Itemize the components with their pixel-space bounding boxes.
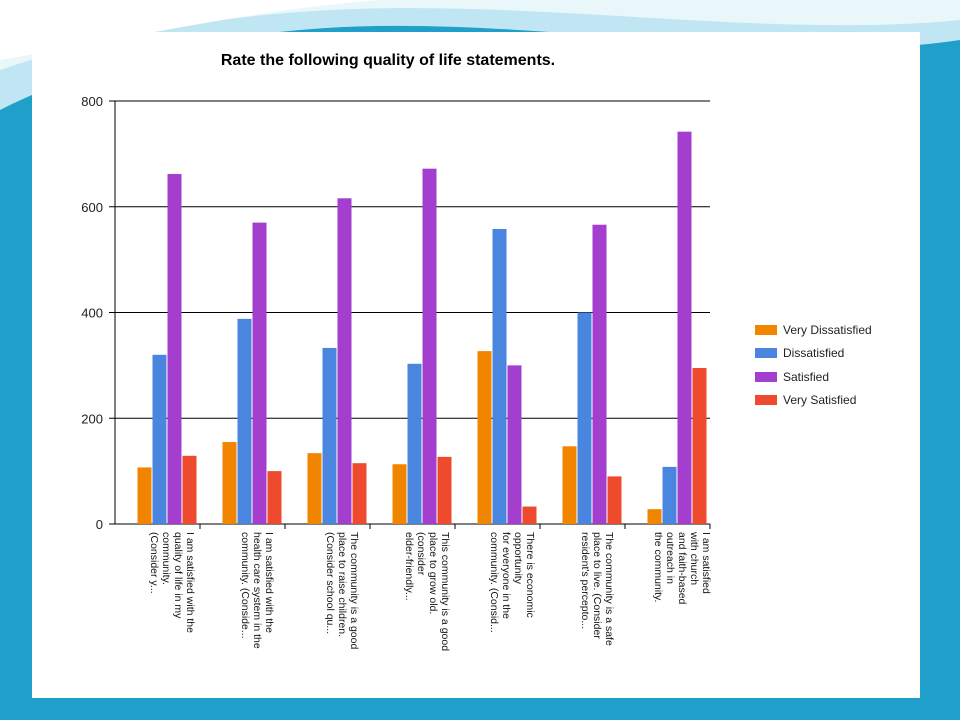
legend-item: Very Satisfied [755, 389, 872, 413]
bar [677, 131, 692, 525]
bar [522, 506, 537, 524]
x-category-line: outreach in [663, 532, 676, 584]
x-category-line: health care system in the [250, 532, 263, 649]
bar [422, 168, 437, 524]
chart-title: Rate the following quality of life state… [220, 52, 556, 69]
bar [662, 466, 677, 524]
bar [137, 467, 152, 524]
x-category-label: I am satisfied with the quality of life i… [148, 532, 196, 682]
bar [647, 509, 662, 524]
x-category-line: The community is a safe [602, 532, 615, 646]
x-category-line: community. [159, 532, 172, 585]
x-category-line: opportunity [511, 532, 524, 584]
x-category-label: The community is a safe place to live. (C… [579, 532, 615, 682]
bar [692, 368, 707, 524]
x-category-line: resident's percepto... [578, 532, 591, 630]
legend-swatch [755, 348, 777, 359]
x-category-line: I am satisfied [699, 532, 712, 594]
x-category-line: I am satisfied with the [262, 532, 275, 633]
bar [167, 173, 182, 524]
bar [337, 198, 352, 525]
legend-label: Very Satisfied [783, 393, 857, 408]
bar [222, 442, 237, 524]
x-category-line: This community is a good [438, 532, 451, 652]
x-category-label: There is economic opportunity for everyone… [488, 532, 536, 682]
bar [152, 354, 167, 524]
bar [562, 446, 577, 524]
bar [237, 318, 252, 524]
y-tick-label: 0 [96, 517, 103, 532]
x-category-line: with church [687, 532, 700, 586]
bar [252, 222, 267, 525]
legend: Very Dissatisfied Dissatisfied Satisfied Ve… [755, 318, 872, 412]
bar [407, 363, 422, 524]
bar [437, 456, 452, 524]
bar [477, 351, 492, 524]
x-category-label: I am satisfied with church and faith-based… [652, 532, 712, 682]
bar [492, 228, 507, 524]
bar [352, 463, 367, 524]
x-category-line: and faith-based [675, 532, 688, 605]
x-category-line: for everyone in the [499, 532, 512, 619]
y-tick-label: 200 [81, 411, 103, 426]
bar [507, 365, 522, 524]
x-category-line: the community. [651, 532, 664, 603]
x-category-line: elder-friendly... [402, 532, 415, 601]
y-tick-label: 800 [81, 94, 103, 109]
x-category-line: place to raise children. [335, 532, 348, 638]
legend-swatch [755, 324, 777, 335]
bar [267, 471, 282, 524]
bar [392, 464, 407, 524]
bar [307, 453, 322, 524]
x-category-line: (consider [414, 532, 427, 576]
bar [182, 455, 197, 524]
y-tick-label: 400 [81, 306, 103, 321]
legend-label: Very Dissatisfied [783, 322, 872, 337]
legend-swatch [755, 395, 777, 406]
x-category-label: The community is a good place to raise ch… [324, 532, 360, 682]
x-category-line: (Consider school qu... [323, 532, 336, 635]
x-category-line: place to grow old. [426, 532, 439, 615]
x-category-line: The community is a good [347, 532, 360, 650]
x-category-label: This community is a good place to grow ol… [403, 532, 451, 682]
bar [607, 476, 622, 524]
bar [592, 224, 607, 525]
legend-item: Satisfied [755, 365, 872, 389]
x-category-line: (Consider y... [147, 532, 160, 594]
bar [322, 347, 337, 524]
legend-label: Dissatisfied [783, 346, 845, 361]
x-category-line: There is economic [523, 532, 536, 618]
legend-label: Satisfied [783, 369, 830, 384]
y-tick-label: 600 [81, 200, 103, 215]
legend-item: Very Dissatisfied [755, 318, 872, 342]
x-category-line: place to live. (Consider [590, 532, 603, 639]
x-category-line: quality of life in my [171, 532, 184, 619]
bar [577, 312, 592, 524]
x-category-line: community. (Consid... [487, 532, 500, 633]
x-category-line: community. (Conside... [238, 532, 251, 639]
x-category-label: I am satisfied with the health care syste… [239, 532, 275, 682]
legend-swatch [755, 371, 777, 382]
x-category-line: I am satisfied with the [183, 532, 196, 633]
legend-item: Dissatisfied [755, 342, 872, 366]
